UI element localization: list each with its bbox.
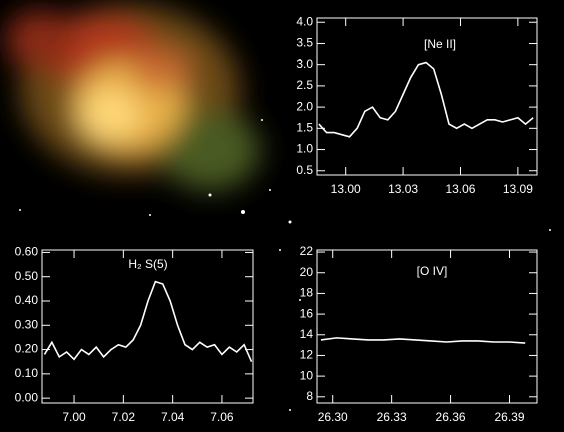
y-tick-label: 16 — [300, 306, 314, 320]
y-tick-label: 0.40 — [15, 293, 39, 307]
y-tick-label: 0.00 — [15, 390, 39, 404]
y-tick-label: 0.5 — [296, 163, 313, 177]
x-tick-label: 26.39 — [494, 410, 524, 424]
y-tick-label: 14 — [300, 327, 314, 341]
y-tick-label: 3.0 — [296, 57, 313, 71]
y-tick-label: 1.0 — [296, 142, 313, 156]
x-tick-label: 26.36 — [436, 410, 466, 424]
x-tick-label: 13.09 — [503, 182, 533, 196]
x-tick-label: 13.06 — [445, 182, 475, 196]
y-tick-label: 22 — [300, 244, 314, 258]
panel-title: H₂ S(5) — [128, 257, 167, 271]
y-tick-label: 2.5 — [296, 78, 313, 92]
y-tick-label: 18 — [300, 286, 314, 300]
x-tick-label: 7.06 — [210, 410, 234, 424]
y-tick-label: 8 — [306, 389, 313, 403]
y-tick-label: 0.60 — [15, 245, 39, 259]
stars — [19, 59, 551, 411]
y-tick-label: 0.50 — [15, 269, 39, 283]
y-tick-label: 1.5 — [296, 120, 313, 134]
y-tick-label: 4.0 — [296, 14, 313, 28]
nebula-image — [5, 5, 260, 190]
plot-frame — [41, 249, 254, 404]
y-tick-label: 0.20 — [15, 342, 39, 356]
y-tick-label: 10 — [300, 368, 314, 382]
y-tick-label: 0.10 — [15, 366, 39, 380]
x-tick-label: 7.00 — [62, 410, 86, 424]
x-tick-label: 13.03 — [388, 182, 418, 196]
panel-title: [Ne II] — [424, 37, 456, 51]
y-tick-label: 3.5 — [296, 36, 313, 50]
x-tick-label: 7.04 — [161, 410, 185, 424]
y-tick-label: 0.30 — [15, 317, 39, 331]
spectrum-line — [318, 61, 534, 138]
x-tick-label: 7.02 — [112, 410, 136, 424]
spectrum-line — [43, 280, 253, 363]
y-tick-label: 2.0 — [296, 99, 313, 113]
x-tick-label: 26.30 — [318, 410, 348, 424]
x-tick-label: 26.33 — [377, 410, 407, 424]
spectrum-line — [320, 337, 526, 344]
y-tick-label: 20 — [300, 265, 314, 279]
plot-frame — [316, 249, 538, 404]
plot-frame — [316, 17, 538, 176]
x-tick-label: 13.00 — [331, 182, 361, 196]
y-tick-label: 12 — [300, 348, 314, 362]
panel-title: [O IV] — [417, 264, 448, 278]
